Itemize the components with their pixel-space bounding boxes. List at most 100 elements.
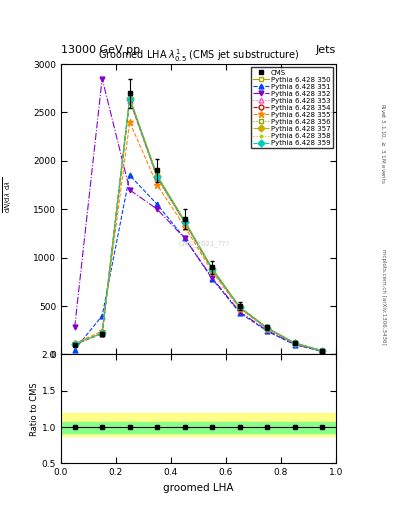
Pythia 6.428 350 xyxy=(237,304,242,310)
Pythia 6.428 355 xyxy=(182,224,187,230)
Pythia 6.428 353 xyxy=(72,341,77,347)
Pythia 6.428 351 xyxy=(155,201,160,207)
Pythia 6.428 351 xyxy=(320,348,325,354)
Pythia 6.428 357 xyxy=(72,341,77,347)
Pythia 6.428 358 xyxy=(182,219,187,225)
Pythia 6.428 359 xyxy=(210,266,215,272)
Pythia 6.428 358 xyxy=(320,348,325,354)
Pythia 6.428 353 xyxy=(210,267,215,273)
Legend: CMS, Pythia 6.428 350, Pythia 6.428 351, Pythia 6.428 352, Pythia 6.428 353, Pyt: CMS, Pythia 6.428 350, Pythia 6.428 351,… xyxy=(252,68,332,148)
Pythia 6.428 359 xyxy=(237,305,242,311)
Pythia 6.428 352 xyxy=(127,187,132,193)
Pythia 6.428 357 xyxy=(210,266,215,272)
Pythia 6.428 354 xyxy=(72,341,77,347)
Pythia 6.428 353 xyxy=(265,325,270,331)
Pythia 6.428 350 xyxy=(265,325,270,331)
Pythia 6.428 351 xyxy=(72,347,77,353)
Pythia 6.428 354 xyxy=(155,174,160,180)
Pythia 6.428 352 xyxy=(72,324,77,330)
Pythia 6.428 351 xyxy=(100,313,105,319)
Pythia 6.428 353 xyxy=(237,305,242,311)
Pythia 6.428 356 xyxy=(320,348,325,354)
Pythia 6.428 350 xyxy=(320,348,325,354)
Pythia 6.428 352 xyxy=(265,327,270,333)
Pythia 6.428 352 xyxy=(182,235,187,241)
Pythia 6.428 354 xyxy=(182,219,187,225)
Pythia 6.428 354 xyxy=(210,266,215,272)
Pythia 6.428 352 xyxy=(155,206,160,212)
Text: Rivet 3.1.10, $\geq$ 3.1M events: Rivet 3.1.10, $\geq$ 3.1M events xyxy=(379,103,387,184)
Bar xyxy=(61,413,336,437)
Pythia 6.428 355 xyxy=(320,348,325,354)
Pythia 6.428 355 xyxy=(72,340,77,347)
Pythia 6.428 356 xyxy=(127,96,132,102)
Pythia 6.428 351 xyxy=(265,328,270,334)
Pythia 6.428 350 xyxy=(155,172,160,178)
Pythia 6.428 356 xyxy=(237,305,242,311)
Pythia 6.428 357 xyxy=(100,330,105,336)
Pythia 6.428 352 xyxy=(320,348,325,354)
Pythia 6.428 356 xyxy=(182,219,187,225)
Pythia 6.428 353 xyxy=(127,98,132,104)
Pythia 6.428 352 xyxy=(210,275,215,281)
X-axis label: groomed LHA: groomed LHA xyxy=(163,483,234,493)
Pythia 6.428 359 xyxy=(127,96,132,102)
Pythia 6.428 358 xyxy=(155,174,160,180)
Pythia 6.428 354 xyxy=(292,340,297,346)
Pythia 6.428 359 xyxy=(265,325,270,331)
Pythia 6.428 359 xyxy=(320,348,325,354)
Pythia 6.428 350 xyxy=(72,340,77,347)
Pythia 6.428 353 xyxy=(320,348,325,354)
Line: Pythia 6.428 355: Pythia 6.428 355 xyxy=(71,119,326,354)
Pythia 6.428 352 xyxy=(292,341,297,347)
Pythia 6.428 358 xyxy=(265,325,270,331)
Line: Pythia 6.428 356: Pythia 6.428 356 xyxy=(72,96,325,353)
Line: Pythia 6.428 352: Pythia 6.428 352 xyxy=(72,76,325,354)
Line: Pythia 6.428 357: Pythia 6.428 357 xyxy=(72,96,325,353)
Pythia 6.428 350 xyxy=(127,95,132,101)
Pythia 6.428 356 xyxy=(210,266,215,272)
Pythia 6.428 353 xyxy=(292,340,297,346)
Line: Pythia 6.428 359: Pythia 6.428 359 xyxy=(72,96,325,353)
Pythia 6.428 356 xyxy=(292,340,297,346)
Pythia 6.428 357 xyxy=(237,304,242,310)
Pythia 6.428 357 xyxy=(292,340,297,346)
Line: Pythia 6.428 354: Pythia 6.428 354 xyxy=(72,97,325,353)
Pythia 6.428 359 xyxy=(72,341,77,347)
Bar xyxy=(61,422,336,433)
Pythia 6.428 359 xyxy=(292,340,297,346)
Y-axis label: Ratio to CMS: Ratio to CMS xyxy=(30,382,39,436)
Pythia 6.428 355 xyxy=(237,306,242,312)
Pythia 6.428 356 xyxy=(100,330,105,336)
Pythia 6.428 350 xyxy=(182,218,187,224)
Pythia 6.428 355 xyxy=(265,326,270,332)
Pythia 6.428 354 xyxy=(237,305,242,311)
Pythia 6.428 356 xyxy=(72,341,77,347)
Line: Pythia 6.428 351: Pythia 6.428 351 xyxy=(72,173,325,354)
Pythia 6.428 355 xyxy=(210,269,215,275)
Line: Pythia 6.428 358: Pythia 6.428 358 xyxy=(72,97,325,353)
Pythia 6.428 358 xyxy=(127,96,132,102)
Pythia 6.428 358 xyxy=(292,340,297,346)
Pythia 6.428 351 xyxy=(237,310,242,316)
Pythia 6.428 351 xyxy=(127,172,132,178)
Pythia 6.428 358 xyxy=(210,266,215,272)
Pythia 6.428 353 xyxy=(100,331,105,337)
Pythia 6.428 354 xyxy=(100,331,105,337)
Pythia 6.428 358 xyxy=(237,305,242,311)
Text: $\frac{1}{\mathrm{d}N/\mathrm{d}\lambda}\frac{\mathrm{d}^2N}{\mathrm{d}\lambda}$: $\frac{1}{\mathrm{d}N/\mathrm{d}\lambda}… xyxy=(0,177,15,212)
Pythia 6.428 357 xyxy=(320,348,325,354)
Pythia 6.428 351 xyxy=(210,276,215,282)
Line: Pythia 6.428 353: Pythia 6.428 353 xyxy=(72,98,325,353)
Text: Jets: Jets xyxy=(316,45,336,55)
Pythia 6.428 353 xyxy=(182,220,187,226)
Text: 13000 GeV pp: 13000 GeV pp xyxy=(61,45,140,55)
Pythia 6.428 351 xyxy=(292,342,297,348)
Line: Pythia 6.428 350: Pythia 6.428 350 xyxy=(72,95,325,353)
Pythia 6.428 355 xyxy=(155,182,160,188)
Pythia 6.428 350 xyxy=(210,265,215,271)
Pythia 6.428 355 xyxy=(292,340,297,347)
Text: CMS_2021_???: CMS_2021_??? xyxy=(178,241,230,247)
Pythia 6.428 351 xyxy=(182,235,187,241)
Pythia 6.428 354 xyxy=(127,97,132,103)
